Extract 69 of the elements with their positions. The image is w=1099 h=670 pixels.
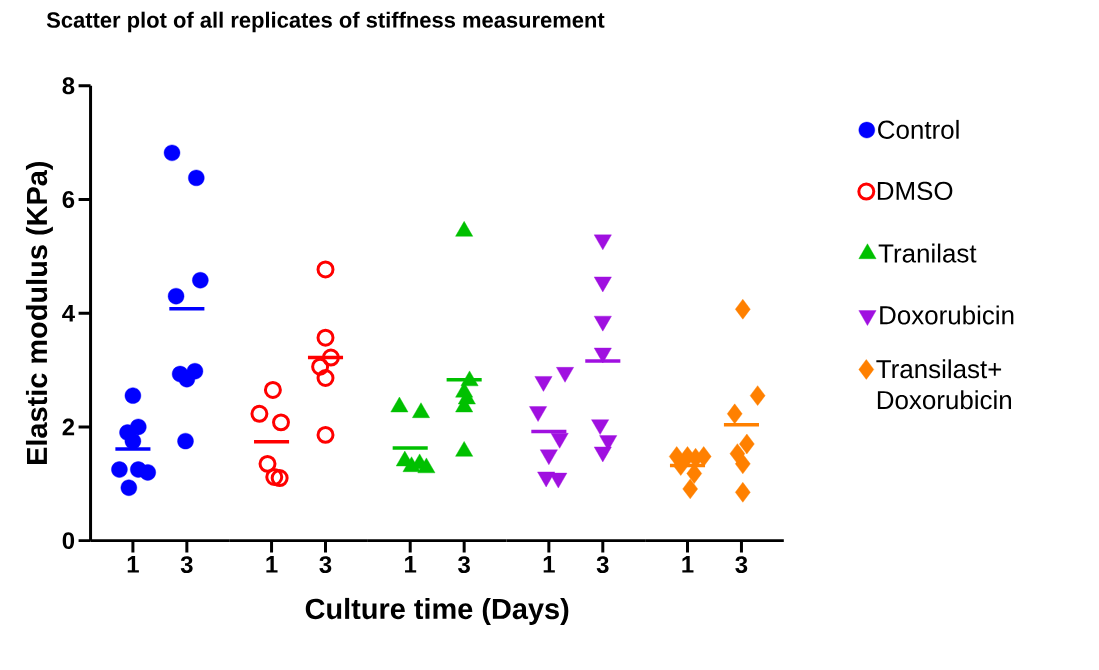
point bbox=[390, 396, 409, 413]
point bbox=[412, 402, 430, 418]
point bbox=[591, 419, 609, 435]
legend-label: Doxorubicin bbox=[880, 305, 1014, 325]
point bbox=[534, 376, 553, 392]
point bbox=[139, 464, 156, 481]
legend-label: Tranilast bbox=[878, 243, 977, 263]
x-tick-label: 1 bbox=[405, 555, 417, 573]
y-tick-label: 6 bbox=[62, 190, 75, 208]
point bbox=[177, 432, 194, 450]
point bbox=[735, 453, 751, 474]
x-tick-label: 3 bbox=[596, 555, 609, 573]
point bbox=[540, 449, 558, 465]
point bbox=[316, 368, 335, 387]
x-tick-label: 1 bbox=[266, 555, 278, 573]
point bbox=[272, 413, 290, 432]
point bbox=[167, 287, 185, 305]
point bbox=[549, 472, 568, 489]
point bbox=[593, 234, 612, 250]
point bbox=[593, 315, 612, 332]
point bbox=[550, 432, 569, 449]
x-tick-label: 3 bbox=[319, 555, 332, 573]
point bbox=[192, 271, 209, 289]
point bbox=[727, 403, 743, 424]
point bbox=[250, 404, 269, 423]
text: Scatter plot of all replicates of stiffness measurement bbox=[46, 11, 605, 33]
point bbox=[258, 454, 277, 473]
point bbox=[682, 478, 698, 499]
point bbox=[124, 387, 142, 404]
x-tick-label: 1 bbox=[127, 555, 139, 573]
x-tick-label: 1 bbox=[543, 555, 555, 573]
point bbox=[263, 380, 282, 399]
point bbox=[735, 481, 751, 503]
x-tick-label: 3 bbox=[180, 555, 193, 573]
y-tick-label: 0 bbox=[62, 532, 75, 549]
point bbox=[111, 461, 128, 478]
point bbox=[455, 221, 473, 237]
legend-label: DMSO bbox=[877, 181, 953, 200]
point bbox=[735, 298, 751, 320]
point bbox=[124, 432, 142, 450]
point bbox=[402, 456, 421, 472]
point bbox=[455, 441, 473, 457]
point bbox=[739, 433, 755, 454]
point bbox=[593, 276, 612, 292]
point bbox=[593, 347, 612, 364]
point bbox=[749, 385, 766, 406]
x-tick-label: 3 bbox=[458, 555, 470, 573]
point bbox=[316, 260, 335, 279]
point bbox=[120, 479, 138, 496]
point bbox=[316, 425, 335, 444]
legend-label: Control bbox=[878, 119, 959, 139]
point bbox=[163, 144, 181, 161]
legend-label: Transilast+Doxorubicin bbox=[876, 359, 1011, 410]
y-tick-label: 4 bbox=[62, 304, 75, 322]
point bbox=[270, 468, 289, 487]
point bbox=[311, 357, 330, 376]
point bbox=[265, 467, 284, 486]
point bbox=[417, 457, 436, 473]
y-tick-label: 8 bbox=[62, 77, 75, 95]
y-axis-title: Elastic modulus (KPa) bbox=[25, 161, 53, 464]
x-axis-title: Culture time (Days) bbox=[305, 597, 569, 625]
point bbox=[556, 367, 574, 383]
x-tick-label: 1 bbox=[682, 555, 694, 573]
point bbox=[188, 169, 205, 186]
point bbox=[529, 406, 547, 422]
y-tick-label: 2 bbox=[62, 418, 75, 436]
point bbox=[316, 328, 335, 347]
point bbox=[593, 446, 612, 462]
x-tick-label: 3 bbox=[735, 555, 748, 573]
